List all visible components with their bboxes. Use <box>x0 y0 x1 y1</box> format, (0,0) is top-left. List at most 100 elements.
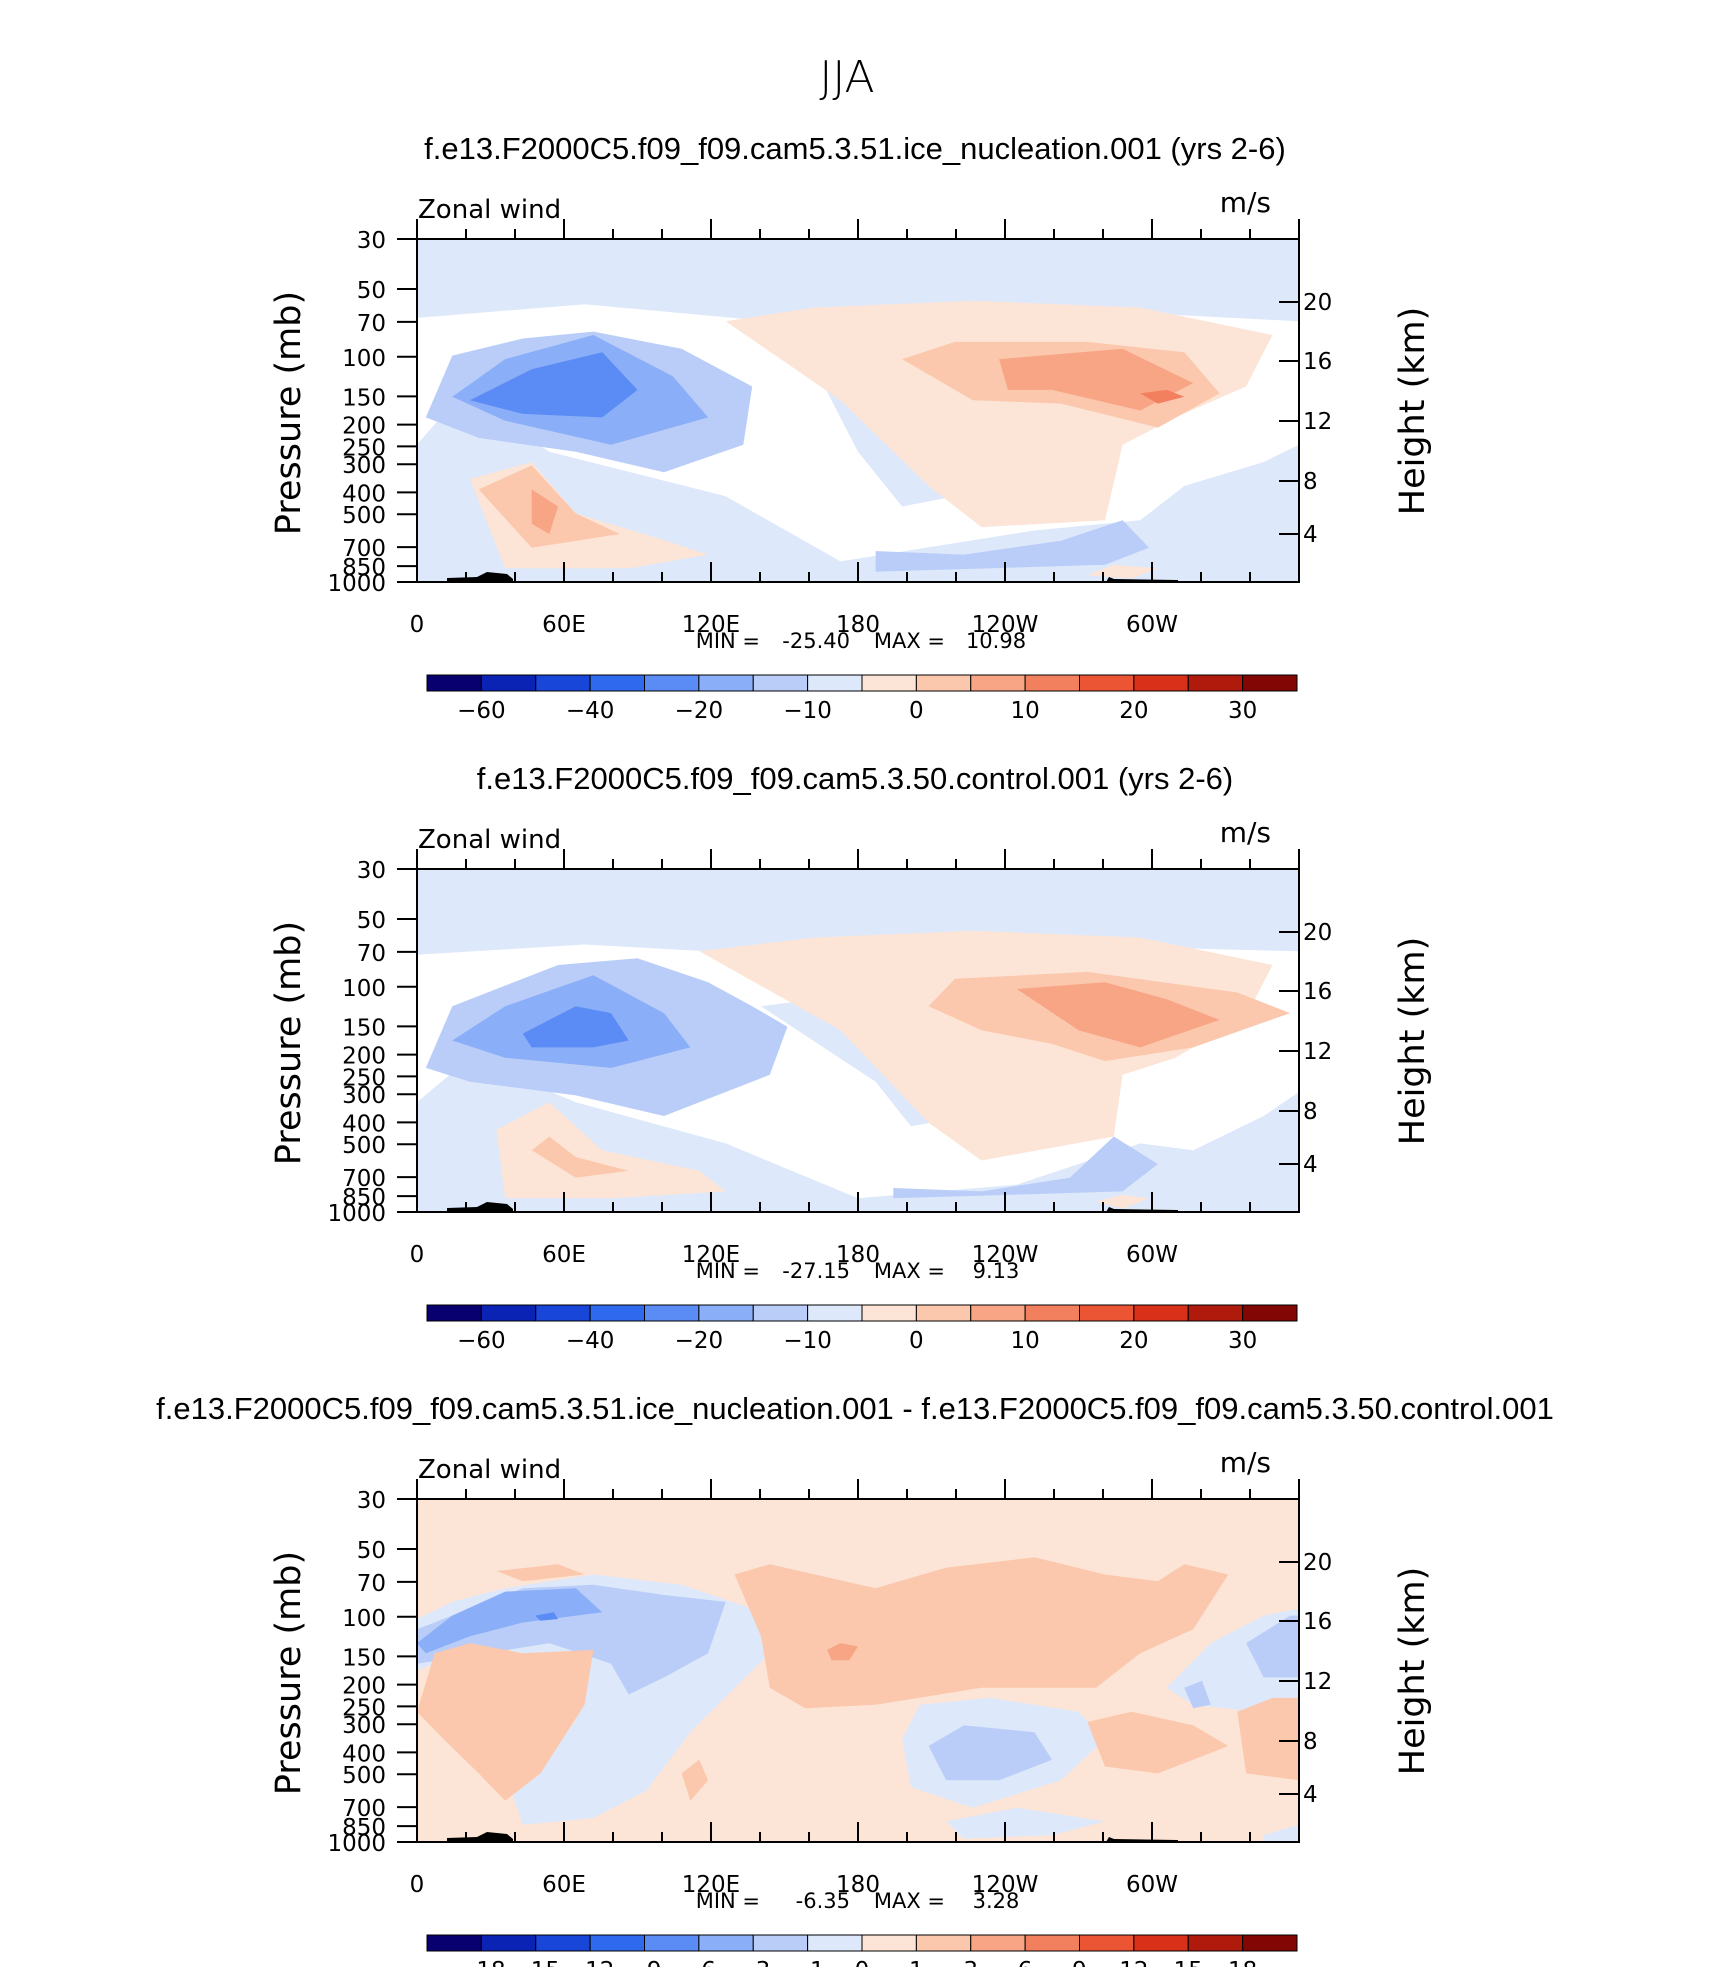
y-tick-label: 300 <box>342 1713 386 1739</box>
colorbar-label: 6 <box>1018 1958 1033 1967</box>
y2-tick-label: 16 <box>1303 1609 1332 1635</box>
variable-label: Zonal wind <box>418 825 561 855</box>
contour-region <box>1237 1697 1299 1781</box>
contour-region <box>1140 389 1185 404</box>
colorbar-box <box>915 674 972 692</box>
y-tick-label: 1000 <box>327 1831 386 1857</box>
contour-region <box>469 352 638 418</box>
contour-region <box>417 869 1299 955</box>
colorbar-box <box>970 1304 1026 1322</box>
x-tick-label: 60W <box>1126 1872 1178 1898</box>
x-tick-label: 180 <box>836 1242 880 1268</box>
colorbar-label: −15 <box>511 1958 560 1967</box>
contour-fill-group <box>417 869 1299 1212</box>
x-tick-label: 120W <box>972 1872 1039 1898</box>
colorbar-box <box>1079 674 1135 692</box>
y-tick-label: 50 <box>357 1538 386 1564</box>
contour-region <box>531 1136 629 1178</box>
topography-mask <box>1106 577 1178 582</box>
contour-region <box>827 1643 858 1661</box>
y-tick-label: 150 <box>342 385 386 411</box>
contour-region <box>417 239 1299 322</box>
colorbar-box <box>861 1934 917 1952</box>
max-label: MAX = <box>874 629 945 653</box>
x-tick-label: 0 <box>410 1872 425 1898</box>
min-value: -27.15 <box>782 1259 850 1283</box>
colorbar-box <box>644 1304 700 1322</box>
contour-region <box>946 1807 1105 1839</box>
variable-label: Zonal wind <box>418 195 561 225</box>
colorbar-label: −6 <box>682 1958 716 1967</box>
colorbar-box <box>480 1304 537 1322</box>
contour-region <box>522 1006 629 1048</box>
y-tick-label: 300 <box>342 1083 386 1109</box>
y-tick-label: 1000 <box>327 571 386 597</box>
contour-region <box>893 1136 1158 1199</box>
y2-axis-label: Height (km) <box>1393 937 1433 1146</box>
contour-region <box>1096 1194 1150 1209</box>
min-label: MIN = <box>696 1889 760 1913</box>
chart-panel-3: f.e13.F2000C5.f09_f09.cam5.3.51.ice_nucl… <box>156 1391 1554 1972</box>
colorbar-box <box>1079 1934 1135 1952</box>
contour-region <box>496 1564 585 1582</box>
x-tick-label: 60W <box>1126 612 1178 638</box>
contour-region <box>928 1725 1052 1781</box>
y-tick-label: 300 <box>342 453 386 479</box>
contour-region <box>1087 1711 1229 1774</box>
topography-mask <box>1106 1837 1178 1842</box>
min-label: MIN = <box>696 629 760 653</box>
y-tick-label: 70 <box>357 941 386 967</box>
colorbar-box <box>426 674 482 692</box>
panel-title: f.e13.F2000C5.f09_f09.cam5.3.51.ice_nucl… <box>424 131 1286 166</box>
y2-tick-label: 8 <box>1303 1099 1318 1125</box>
y-tick-label: 850 <box>342 555 386 581</box>
max-value: 3.28 <box>973 1889 1020 1913</box>
colorbar-label: −20 <box>675 1328 724 1354</box>
y-tick-label: 50 <box>357 908 386 934</box>
min-value: -25.40 <box>782 629 850 653</box>
colorbar-label: −40 <box>566 698 615 724</box>
colorbar-label: −1 <box>791 1958 825 1967</box>
contour-region <box>1246 1615 1299 1678</box>
y-tick-label: 250 <box>342 1695 386 1721</box>
colorbar-box <box>589 1304 645 1322</box>
y-tick-label: 200 <box>342 414 386 440</box>
min-label: MIN = <box>696 1259 760 1283</box>
colorbar-box <box>1187 1304 1244 1322</box>
y-tick-label: 400 <box>342 481 386 507</box>
colorbar-label: 18 <box>1228 1958 1257 1967</box>
y2-axis-label: Height (km) <box>1393 1567 1433 1776</box>
colorbar-label: 0 <box>909 698 924 724</box>
y-tick-label: 500 <box>342 1763 386 1789</box>
y-tick-label: 100 <box>342 346 386 372</box>
topography-mask <box>1106 1207 1178 1212</box>
colorbar-box <box>807 674 863 692</box>
colorbar-box <box>1187 674 1244 692</box>
x-tick-label: 180 <box>836 612 880 638</box>
y-tick-label: 250 <box>342 435 386 461</box>
units-label: m/s <box>1220 186 1271 219</box>
contour-region <box>1087 564 1158 579</box>
colorbar-box <box>426 1934 482 1952</box>
colorbar-box <box>1024 1304 1080 1322</box>
y2-tick-label: 4 <box>1303 1152 1318 1178</box>
colorbar-box <box>644 1934 700 1952</box>
contour-region <box>1184 1680 1211 1709</box>
colorbar-label: 1 <box>909 1958 924 1967</box>
colorbar-label: 10 <box>1010 698 1039 724</box>
x-tick-label: 120W <box>972 612 1039 638</box>
contour-region <box>417 1643 594 1801</box>
y-tick-label: 100 <box>342 976 386 1002</box>
colorbar-box <box>426 1304 482 1322</box>
colorbar-box <box>752 1934 809 1952</box>
contour-region <box>681 1759 709 1801</box>
contour-region <box>496 1102 726 1199</box>
contour-region <box>734 1557 1229 1709</box>
colorbar-box <box>1242 674 1298 692</box>
colorbar-label: −10 <box>783 698 832 724</box>
colorbar-box <box>807 1934 863 1952</box>
y-axis-label: Pressure (mb) <box>269 921 309 1165</box>
y2-tick-label: 4 <box>1303 522 1318 548</box>
y2-tick-label: 20 <box>1303 1550 1332 1576</box>
colorbar-label: 20 <box>1119 1328 1148 1354</box>
